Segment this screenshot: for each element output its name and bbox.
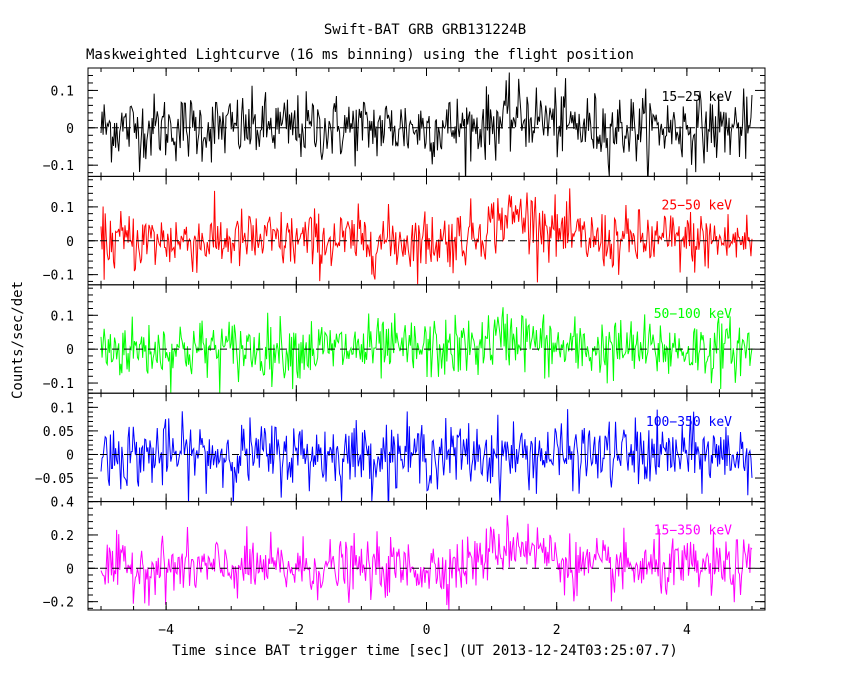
band-label: 25−50 keV [662, 198, 733, 213]
y-tick-label: 0.2 [51, 529, 74, 544]
series-line [100, 72, 753, 177]
panel-frame [87, 501, 766, 611]
y-tick-label: 0.1 [51, 401, 74, 416]
x-tick-label: 0 [423, 623, 431, 638]
band-label: 15−25 keV [662, 90, 733, 105]
y-tick-label: −0.1 [43, 159, 74, 174]
band-label: 50−100 keV [654, 307, 732, 322]
series-line [100, 188, 753, 285]
y-tick-label: 0.4 [51, 496, 75, 511]
y-tick-label: −0.1 [43, 269, 74, 284]
x-tick-label: −4 [158, 623, 174, 638]
x-tick-label: −2 [288, 623, 304, 638]
series-line [100, 307, 753, 394]
panel-15-25-kev: −0.1 0 0.1 15−25 keV [43, 67, 766, 177]
y-tick-label: 0 [66, 562, 74, 577]
y-tick-label: −0.2 [43, 596, 74, 611]
panels-group: −0.1 0 0.1 15−25 keV −0.1 0 0.1 25−50 keV −0.1 0 0… [35, 67, 766, 638]
y-tick-label: 0 [66, 235, 74, 250]
x-tick-label: 2 [553, 623, 561, 638]
panel-100-350-kev: −0.05 0 0.05 0.1 100−350 keV [35, 392, 766, 503]
x-axis-label: Time since BAT trigger time [sec] (UT 20… [172, 643, 678, 659]
y-tick-label: 0.1 [51, 201, 74, 216]
chart-title: Swift-BAT GRB GRB131224B [324, 22, 526, 38]
series-line [100, 409, 753, 502]
y-tick-label: −0.05 [35, 472, 74, 487]
panel-50-100-kev: −0.1 0 0.1 50−100 keV [43, 284, 766, 394]
band-label: 100−350 keV [646, 415, 732, 430]
y-tick-label: 0.1 [51, 309, 74, 324]
y-tick-label: 0 [66, 122, 74, 137]
series-line [100, 515, 753, 610]
y-tick-label: 0.1 [51, 84, 74, 99]
panel-25-50-kev: −0.1 0 0.1 25−50 keV [43, 175, 766, 286]
y-tick-label: 0 [66, 343, 74, 358]
y-axis-label: Counts/sec/det [10, 281, 26, 399]
x-tick-label: 4 [683, 623, 691, 638]
panel-15-350-kev: −0.2 0 0.2 0.4 15−350 keV [43, 496, 766, 611]
band-label: 15−350 keV [654, 524, 732, 539]
y-tick-label: 0 [66, 448, 74, 463]
chart-subtitle: Maskweighted Lightcurve (16 ms binning) … [86, 47, 634, 63]
y-tick-label: 0.05 [43, 425, 74, 440]
y-tick-label: −0.1 [43, 377, 74, 392]
